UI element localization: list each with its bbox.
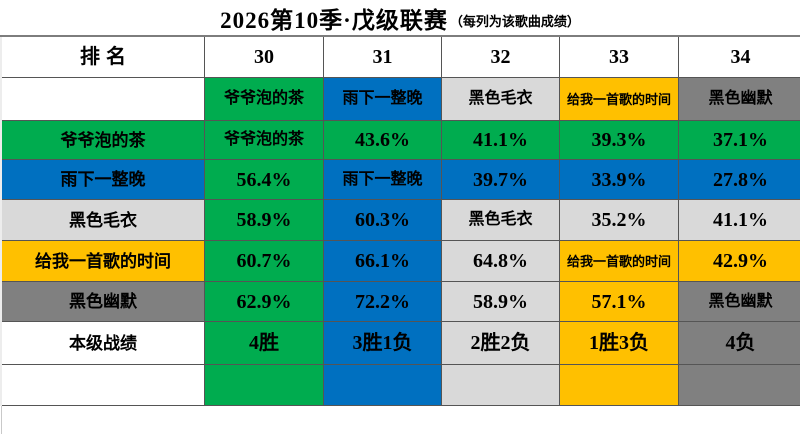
song-name-cell: 黑色毛衣 [442, 78, 560, 121]
score-cell: 57.1% [560, 282, 679, 322]
record-cell: 4胜 [205, 322, 324, 365]
column-header-30: 30 [205, 37, 324, 78]
score-cell: 62.9% [205, 282, 324, 322]
cell-border-stub [1, 406, 2, 434]
score-cell: 35.2% [560, 200, 679, 241]
title-main: 2026第10季·戊级联赛 [220, 7, 448, 33]
row-label: 本级战绩 [2, 322, 205, 365]
score-cell: 39.3% [560, 121, 679, 160]
song-name-cell: 黑色幽默 [679, 78, 800, 121]
score-cell: 58.9% [205, 200, 324, 241]
song-name-cell: 黑色毛衣 [442, 200, 560, 241]
score-cell: 60.7% [205, 241, 324, 282]
score-cell: 41.1% [442, 121, 560, 160]
score-cell: 66.1% [324, 241, 442, 282]
score-cell: 41.1% [679, 200, 800, 241]
record-cell: 1胜3负 [560, 322, 679, 365]
empty-cell [560, 365, 679, 406]
empty-cell [442, 365, 560, 406]
score-cell: 60.3% [324, 200, 442, 241]
empty-cell [679, 365, 800, 406]
title-subtitle: （每列为该歌曲成绩） [449, 13, 580, 29]
song-name-cell: 雨下一整晚 [324, 160, 442, 200]
score-cell: 39.7% [442, 160, 560, 200]
empty-cell [205, 365, 324, 406]
score-cell: 27.8% [679, 160, 800, 200]
score-cell: 37.1% [679, 121, 800, 160]
score-cell: 42.9% [679, 241, 800, 282]
score-cell: 56.4% [205, 160, 324, 200]
score-cell: 64.8% [442, 241, 560, 282]
score-cell: 43.6% [324, 121, 442, 160]
row-label: 给我一首歌的时间 [2, 241, 205, 282]
empty-label-cell [2, 365, 205, 406]
row-label: 雨下一整晚 [2, 160, 205, 200]
song-name-cell: 给我一首歌的时间 [560, 241, 679, 282]
song-name-cell: 雨下一整晚 [324, 78, 442, 121]
score-cell: 72.2% [324, 282, 442, 322]
record-cell: 4负 [679, 322, 800, 365]
song-name-cell: 给我一首歌的时间 [560, 78, 679, 121]
row-label: 黑色幽默 [2, 282, 205, 322]
score-cell: 33.9% [560, 160, 679, 200]
song-name-cell: 爷爷泡的茶 [205, 121, 324, 160]
song-name-cell: 爷爷泡的茶 [205, 78, 324, 121]
page-title: 2026第10季·戊级联赛 （每列为该歌曲成绩） [0, 0, 800, 37]
record-cell: 2胜2负 [442, 322, 560, 365]
song-name-cell: 黑色幽默 [679, 282, 800, 322]
row-label: 黑色毛衣 [2, 200, 205, 241]
column-header-31: 31 [324, 37, 442, 78]
record-cell: 3胜1负 [324, 322, 442, 365]
results-table: 排名 30 31 32 33 34 爷爷泡的茶 雨下一整晚 黑色毛衣 给我一首歌的时间 黑色幽默 爷爷… [0, 37, 800, 406]
empty-cell [324, 365, 442, 406]
row-label: 爷爷泡的茶 [2, 121, 205, 160]
score-cell: 58.9% [442, 282, 560, 322]
column-header-33: 33 [560, 37, 679, 78]
rank-header: 排名 [2, 37, 205, 78]
empty-label-cell [2, 78, 205, 121]
column-header-34: 34 [679, 37, 800, 78]
column-header-32: 32 [442, 37, 560, 78]
